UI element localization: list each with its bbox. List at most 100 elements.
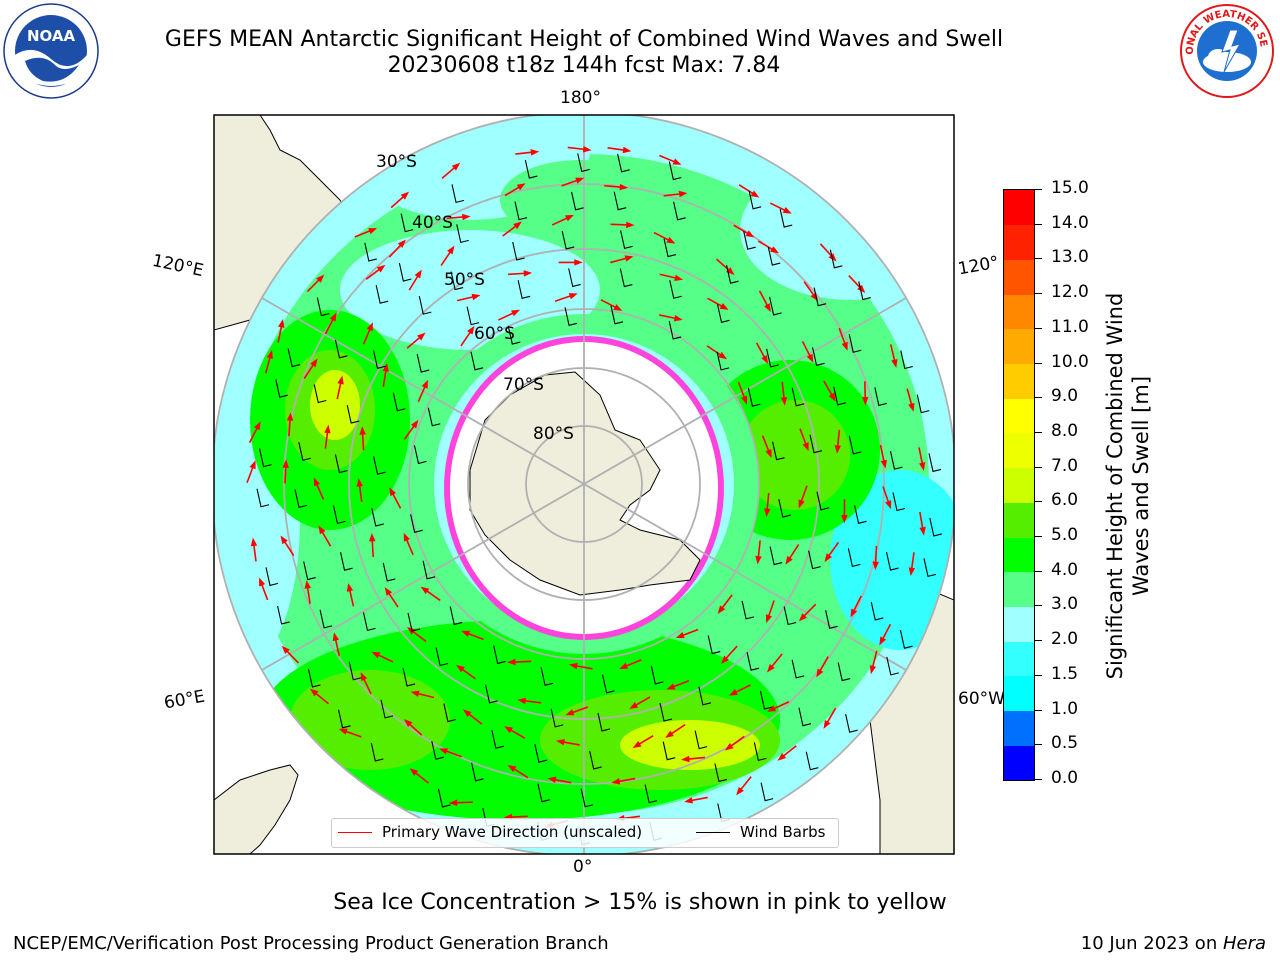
lat-label-80s: 80°S xyxy=(533,424,574,444)
wave-arrow-head xyxy=(346,582,354,592)
wave-direction-arrow xyxy=(724,645,738,661)
wave-direction-arrow xyxy=(365,267,382,280)
colorbar-tick xyxy=(1034,362,1042,364)
wind-barb xyxy=(339,552,353,571)
wind-barb xyxy=(334,339,348,359)
wind-barb xyxy=(597,712,611,732)
wind-barb xyxy=(402,667,416,687)
wind-barb xyxy=(668,161,682,181)
colorbar-segment xyxy=(1004,571,1034,607)
wave-arrow-head xyxy=(750,190,760,198)
colorbar-tick xyxy=(1034,431,1042,433)
wind-barb xyxy=(746,652,760,671)
wave-arrow-head xyxy=(389,487,397,497)
wind-barb xyxy=(524,159,538,179)
wave-direction-arrow xyxy=(561,741,580,746)
wave-direction-arrow xyxy=(827,541,840,558)
colorbar-segment xyxy=(1004,641,1034,677)
wind-barb xyxy=(400,213,414,233)
colorbar-segment xyxy=(1004,710,1034,746)
wind-barb xyxy=(848,334,862,353)
wave-arrow-head xyxy=(764,303,771,313)
wind-barb xyxy=(370,742,384,762)
colorbar-segment xyxy=(1004,328,1034,365)
wave-direction-arrow xyxy=(288,418,291,437)
wave-direction-arrow xyxy=(314,691,330,705)
wave-direction-arrow xyxy=(739,776,752,792)
wind-barb xyxy=(620,230,633,250)
wave-direction-arrow xyxy=(772,700,790,710)
colorbar-tick-label: 10.0 xyxy=(1051,351,1089,372)
wind-barb xyxy=(259,448,272,468)
wave-direction-legend-label: Primary Wave Direction (unscaled) xyxy=(382,823,643,841)
wave-direction-arrow xyxy=(354,229,372,238)
colorbar-tick-label: 13.0 xyxy=(1051,247,1089,268)
wave-direction-arrow xyxy=(371,538,375,557)
colorbar-tick xyxy=(1034,709,1042,711)
wave-direction-arrow xyxy=(770,653,783,669)
wave-arrow-head xyxy=(250,537,258,547)
wave-arrow-head xyxy=(332,632,339,642)
sea-ice-note: Sea Ice Concentration > 15% is shown in … xyxy=(333,890,947,915)
nws-logo: NATIONAL WEATHER SERVICE xyxy=(1178,2,1274,98)
wind-barb xyxy=(346,404,360,424)
wave-direction-arrow xyxy=(604,184,623,189)
wave-direction-arrow xyxy=(405,537,414,556)
wave-arrow-head xyxy=(403,532,410,542)
wind-barb xyxy=(716,351,730,371)
wave-direction-arrow xyxy=(551,216,569,226)
wave-direction-arrow xyxy=(634,696,651,707)
wave-arrow-head xyxy=(806,353,814,363)
colorbar-tick xyxy=(1034,397,1042,399)
wave-arrow-head xyxy=(286,412,294,421)
wind-barb xyxy=(854,505,867,524)
wave-direction-legend-line xyxy=(338,832,372,833)
wave-direction-arrow xyxy=(441,166,457,179)
wave-arrow-head xyxy=(368,228,378,235)
wave-direction-arrow xyxy=(417,384,427,403)
wave-direction-arrow xyxy=(838,327,847,346)
wave-arrow-head xyxy=(282,459,289,468)
wave-arrow-head xyxy=(530,149,540,156)
wave-direction-arrow xyxy=(497,311,515,321)
wave-direction-arrow xyxy=(504,185,521,197)
wave-direction-arrow xyxy=(515,151,534,155)
wave-arrow-head xyxy=(406,627,416,635)
wave-arrow-head xyxy=(467,325,475,335)
chart-subtitle: 20230608 t18z 144h fcst Max: 7.84 xyxy=(387,53,781,78)
colorbar-label: Significant Height of Combined Wind Wave… xyxy=(1103,292,1153,680)
lat-label-50s: 50°S xyxy=(444,270,485,290)
wave-arrow-head xyxy=(619,183,629,191)
wave-arrow-head xyxy=(565,709,575,716)
wind-barb xyxy=(899,630,913,649)
colorbar-tick xyxy=(1034,258,1042,260)
wave-arrow-head xyxy=(318,525,326,535)
wave-arrow-head xyxy=(337,375,344,385)
wave-direction-arrow xyxy=(802,603,817,618)
wave-arrow-head xyxy=(780,397,788,406)
wind-barb xyxy=(741,600,755,620)
wind-barb xyxy=(471,762,484,782)
wind-barb xyxy=(410,514,423,534)
lat-label-60s: 60°S xyxy=(474,324,515,344)
wave-direction-arrow xyxy=(836,429,841,448)
wave-arrow-head xyxy=(611,778,621,785)
wave-direction-arrow xyxy=(358,483,363,503)
wave-arrow-head xyxy=(834,445,842,454)
wave-arrow-head xyxy=(471,293,481,301)
wave-direction-arrow xyxy=(425,589,441,602)
wind-barb xyxy=(772,441,785,461)
wind-barb xyxy=(491,730,504,749)
wave-arrow-head xyxy=(717,605,726,615)
wave-direction-arrow xyxy=(637,734,654,746)
wind-barb xyxy=(916,394,930,414)
wave-arrow-head xyxy=(666,683,676,690)
wave-arrow-head xyxy=(681,755,690,763)
wave-direction-arrow xyxy=(610,257,628,264)
colorbar-tick xyxy=(1034,536,1042,538)
wind-barb xyxy=(858,281,871,301)
wave-direction-arrow xyxy=(848,275,862,290)
colorbar-tick-label: 12.0 xyxy=(1051,282,1089,303)
wave-arrow-head xyxy=(421,379,429,389)
wind-barb xyxy=(373,456,386,475)
